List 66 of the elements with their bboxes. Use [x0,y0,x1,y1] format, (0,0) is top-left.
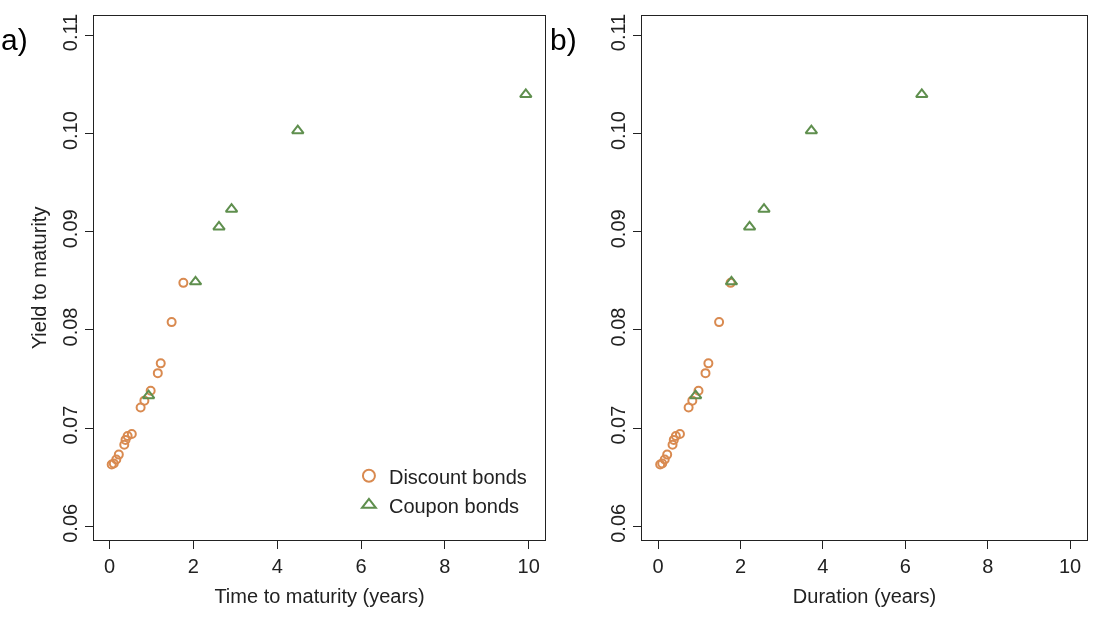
point [683,402,694,413]
point [141,389,156,400]
x-tick-label: 8 [439,555,451,578]
x-tick-label: 10 [517,555,540,578]
point [212,220,226,231]
point [519,88,533,98]
point [135,402,146,413]
point [714,317,725,328]
x-tick-label: 10 [1058,555,1082,578]
chart-title: b) [550,23,577,56]
y-tick-label: 0.08 [58,307,81,347]
point [166,317,177,328]
y-tick-label: 0.07 [607,405,630,445]
point [693,385,704,396]
x-tick-label: 2 [187,555,199,578]
y-axis-title: Yield to maturity [28,206,51,350]
point [757,203,771,213]
legend-label: Discount bonds [388,465,527,488]
y-tick-label: 0.08 [607,307,630,347]
point [113,449,124,460]
point [291,124,305,135]
x-axis-title: Time to maturity (years) [214,584,425,607]
y-tick-label: 0.06 [607,503,630,543]
point [659,454,670,465]
legend-label: Coupon bonds [388,494,520,517]
point [688,389,703,400]
point [668,434,679,445]
y-tick-label: 0.11 [607,13,630,52]
y-tick-label: 0.10 [58,111,81,151]
point [145,385,156,396]
y-tick-label: 0.07 [58,405,81,445]
point [120,434,131,445]
point [155,358,166,369]
x-tick-label: 6 [355,555,367,578]
point [111,454,122,465]
chart-title: a) [1,23,28,56]
point [667,439,678,450]
point [687,395,698,406]
x-tick-label: 0 [652,555,664,578]
point [662,449,673,460]
x-tick-label: 6 [899,555,911,578]
point [700,368,711,379]
x-tick-label: 4 [817,555,829,578]
point [670,430,681,441]
x-tick-label: 8 [982,555,994,578]
y-tick-label: 0.09 [58,209,81,249]
point [703,358,714,369]
point [915,88,929,98]
y-tick-label: 0.10 [607,111,630,151]
x-axis-title: Duration (years) [792,584,937,607]
x-tick-label: 4 [271,555,283,578]
point [139,395,150,406]
point [804,124,819,135]
point [178,277,189,288]
point [674,429,685,440]
y-tick-label: 0.06 [58,503,81,543]
point [119,439,130,450]
point [188,275,203,286]
y-tick-label: 0.11 [58,13,81,52]
point [122,430,133,441]
x-tick-label: 0 [104,555,116,578]
point [742,220,757,231]
y-tick-label: 0.09 [607,209,630,249]
point [126,429,137,440]
x-tick-label: 2 [734,555,747,578]
point [152,368,163,379]
